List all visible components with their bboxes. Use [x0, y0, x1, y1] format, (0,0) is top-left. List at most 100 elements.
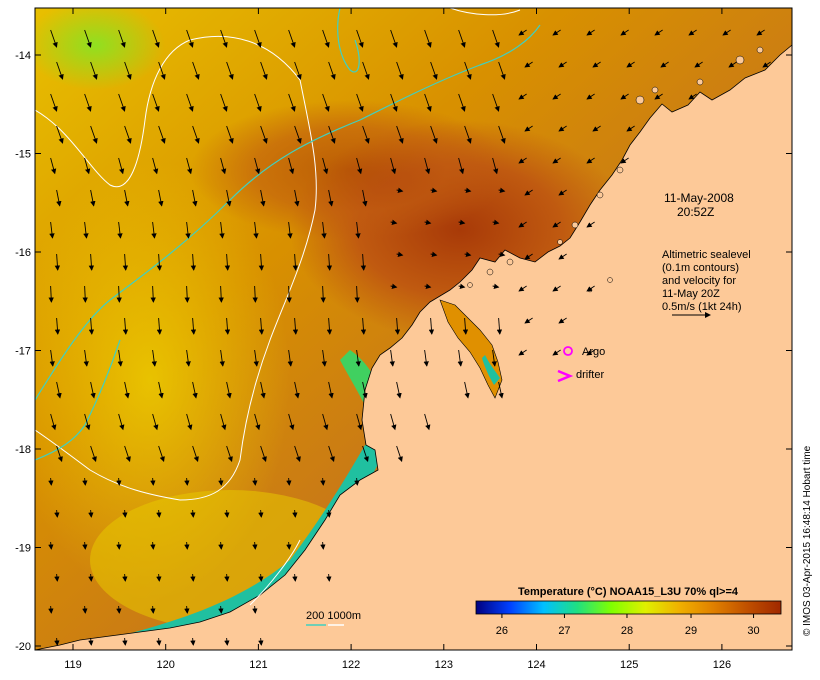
velocity-arrow	[354, 285, 360, 303]
velocity-arrow	[354, 477, 360, 486]
velocity-arrow	[150, 285, 156, 303]
velocity-arrow	[90, 125, 98, 144]
velocity-arrow	[224, 573, 230, 582]
altimetry-note-line: 0.5m/s (1kt 24h)	[662, 301, 741, 313]
velocity-arrow	[224, 637, 230, 646]
velocity-arrow	[186, 413, 193, 431]
colorbar-tick-label: 29	[685, 625, 697, 637]
velocity-arrow	[322, 93, 330, 112]
velocity-arrow	[218, 605, 224, 614]
velocity-arrow	[292, 509, 298, 518]
velocity-arrow	[190, 253, 197, 271]
velocity-arrow	[260, 381, 266, 399]
king-sound	[439, 299, 503, 399]
colorbar-tick-label: 26	[496, 625, 508, 637]
velocity-arrow	[396, 445, 403, 463]
velocity-arrow	[390, 157, 397, 175]
velocity-arrow	[48, 477, 54, 486]
velocity-arrow	[328, 189, 334, 207]
velocity-arrow	[518, 285, 527, 292]
velocity-arrow	[252, 541, 258, 550]
velocity-arrow	[56, 445, 63, 463]
velocity-arrow	[321, 221, 327, 239]
velocity-arrow	[586, 285, 595, 292]
velocity-arrow	[458, 29, 466, 48]
velocity-arrow	[116, 285, 122, 303]
velocity-arrow	[219, 349, 225, 367]
velocity-arrow	[54, 637, 60, 646]
velocity-arrow	[54, 317, 61, 335]
velocity-arrow	[124, 61, 132, 80]
velocity-arrow	[430, 125, 438, 144]
velocity-arrow	[54, 573, 60, 582]
velocity-arrow	[124, 445, 131, 463]
velocity-arrow	[252, 285, 258, 303]
velocity-arrow	[592, 61, 601, 68]
velocity-arrow	[362, 61, 370, 80]
velocity-arrow	[258, 637, 264, 646]
velocity-arrow	[122, 573, 128, 582]
velocity-arrow	[498, 251, 506, 257]
velocity-arrow	[424, 219, 432, 225]
velocity-arrow	[362, 381, 368, 399]
velocity-arrow	[88, 573, 94, 582]
velocity-arrow	[294, 61, 302, 80]
depth-contours-label: 200 1000m	[306, 610, 361, 622]
lon-tick-label: 120	[157, 659, 175, 671]
velocity-arrow	[552, 221, 561, 228]
longitude-axis: 119 120 121 122 123 124 125 126	[64, 8, 731, 671]
velocity-arrow	[88, 509, 94, 518]
velocity-arrow	[326, 317, 333, 335]
velocity-arrow	[56, 61, 64, 80]
velocity-arrow	[423, 349, 429, 367]
velocity-arrow	[226, 189, 232, 207]
velocity-arrow	[654, 93, 663, 100]
velocity-arrow	[260, 445, 267, 463]
velocity-arrow	[518, 157, 527, 164]
velocity-arrow	[287, 221, 293, 239]
velocity-arrow	[152, 29, 160, 48]
lon-tick-label: 122	[342, 659, 360, 671]
velocity-arrow	[288, 29, 296, 48]
velocity-arrow	[192, 125, 200, 144]
velocity-arrow	[122, 253, 129, 271]
velocity-arrow	[48, 285, 54, 303]
velocity-arrow	[552, 93, 561, 100]
velocity-arrow	[118, 413, 125, 431]
colorbar-tick-label: 28	[621, 625, 633, 637]
velocity-arrow	[694, 61, 703, 68]
velocity-arrow	[321, 349, 327, 367]
velocity-arrow	[396, 381, 402, 399]
velocity-arrow	[218, 477, 224, 486]
lat-tick-label: -18	[15, 444, 31, 456]
velocity-arrow	[150, 541, 156, 550]
lat-tick-label: -20	[15, 641, 31, 653]
velocity-arrow	[83, 349, 89, 367]
velocity-arrow	[424, 283, 432, 289]
velocity-arrow	[84, 93, 92, 112]
velocity-arrow	[322, 413, 329, 431]
velocity-arrow	[390, 219, 398, 225]
velocity-arrow	[88, 253, 95, 271]
velocity-arrow	[518, 221, 527, 228]
velocity-arrow	[150, 605, 156, 614]
colorbar-title: Temperature (°C) NOAA15_L3U 70% ql>=4	[518, 586, 739, 598]
velocity-arrow	[558, 61, 567, 68]
velocity-arrow	[586, 93, 595, 100]
velocity-arrow	[292, 317, 299, 335]
velocity-arrow	[355, 221, 361, 239]
velocity-arrow	[151, 349, 157, 367]
velocity-arrow	[116, 605, 122, 614]
drifter-marker	[557, 369, 574, 383]
velocity-arrow	[118, 93, 126, 112]
velocity-arrow	[56, 189, 62, 207]
map-frame	[34, 7, 793, 651]
green-patch-nw	[35, 8, 165, 90]
velocity-arrow	[328, 381, 334, 399]
velocity-arrow	[620, 93, 629, 100]
velocity-arrows	[48, 29, 771, 646]
velocity-arrow	[558, 253, 567, 260]
velocity-arrow	[190, 509, 196, 518]
velocity-arrow	[50, 29, 58, 48]
velocity-arrow	[558, 125, 567, 132]
